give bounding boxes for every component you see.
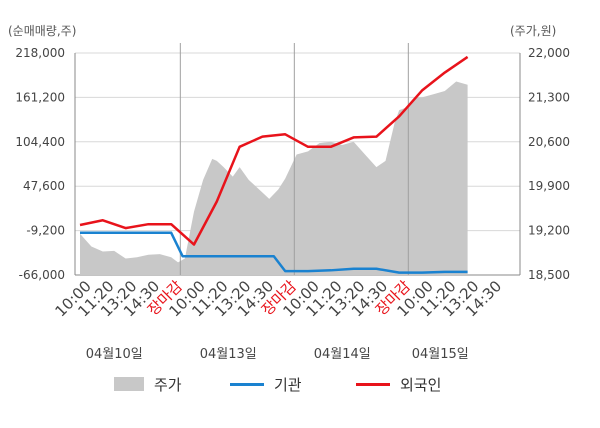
legend-swatch-institution: [230, 382, 264, 386]
date-label: 04월15일: [412, 347, 469, 362]
right-axis-unit: (주가,원): [510, 24, 557, 38]
price-area: [80, 81, 468, 276]
right-tick-label: 19,200: [528, 224, 570, 238]
flow-lines: [79, 55, 469, 274]
left-tick-label: -66,000: [19, 268, 65, 282]
foreign-line: [79, 55, 469, 246]
left-tick-label: 218,000: [15, 46, 65, 60]
legend-label-institution: 기관: [274, 375, 302, 394]
left-axis-ticks: 218,000 161,200 104,400 47,600 -9,200 -66,000: [15, 46, 65, 282]
right-tick-label: 19,900: [528, 179, 570, 193]
institution-line: [80, 231, 468, 274]
right-tick-label: 18,500: [528, 268, 570, 282]
right-tick-label: 20,600: [528, 135, 570, 149]
date-labels: 04월10일 04월13일 04월14일 04월15일: [86, 347, 469, 362]
left-tick-label: 47,600: [23, 179, 65, 193]
legend-item-institution: 기관: [230, 374, 302, 394]
right-tick-label: 21,300: [528, 90, 570, 104]
left-tick-label: 161,200: [15, 90, 65, 104]
legend-item-foreign: 외국인: [356, 374, 441, 394]
date-label: 04월13일: [200, 347, 257, 362]
right-tick-label: 22,000: [528, 46, 570, 60]
date-label: 04월14일: [314, 347, 371, 362]
left-tick-label: -9,200: [26, 224, 65, 238]
right-axis-ticks: 22,000 21,300 20,600 19,900 19,200 18,500: [528, 46, 570, 282]
price-area-layer: [80, 81, 468, 276]
x-axis-tick-labels: 10:0011:2013:2014:30장마감10:0011:2013:2014…: [52, 277, 506, 320]
left-tick-label: 104,400: [15, 135, 65, 149]
day-dividers: [179, 43, 409, 275]
legend-item-price: 주가: [114, 374, 182, 394]
legend-swatch-foreign: [356, 382, 390, 386]
legend-label-foreign: 외국인: [400, 375, 442, 394]
left-axis-unit: (순매매량,주): [8, 24, 77, 38]
legend-swatch-price: [114, 377, 144, 391]
legend-label-price: 주가: [154, 375, 182, 394]
date-label: 04월10일: [86, 347, 143, 362]
